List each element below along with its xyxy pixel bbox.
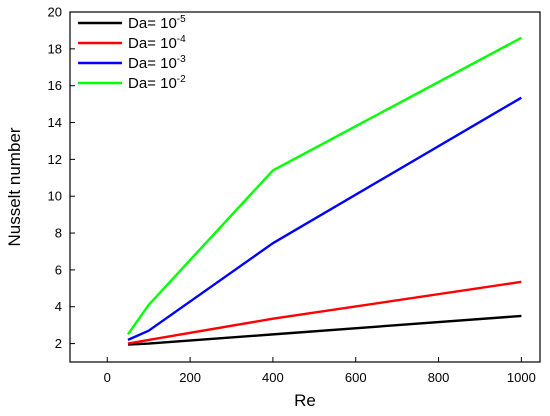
y-tick-label: 2	[55, 336, 62, 351]
series-line-2	[127, 280, 522, 345]
series-lines	[126, 36, 522, 346]
y-axis-title: Nusselt number	[5, 127, 24, 246]
legend-label-exponent: -2	[177, 74, 186, 85]
y-tick-label: 10	[48, 189, 62, 204]
legend-label-base: Da= 10	[128, 35, 177, 52]
series-line-1	[127, 314, 522, 346]
x-axis: 0 200 400 600 800 1000	[104, 357, 536, 385]
legend-label-exponent: -5	[177, 14, 186, 25]
series-line-3	[127, 96, 522, 341]
legend-label-exponent: -4	[177, 34, 186, 45]
y-tick-label: 20	[48, 5, 62, 20]
x-tick-label: 400	[262, 370, 284, 385]
legend-label-2: Da= 10-4	[128, 34, 186, 52]
legend-label-1: Da= 10-5	[128, 14, 186, 32]
x-tick-label: 200	[179, 370, 201, 385]
x-tick-label: 0	[104, 370, 111, 385]
legend: Da= 10-5Da= 10-4Da= 10-3Da= 10-2	[78, 14, 186, 92]
y-tick-label: 6	[55, 262, 62, 277]
y-tick-label: 4	[55, 299, 62, 314]
x-axis-title: Re	[294, 391, 316, 410]
legend-label-4: Da= 10-2	[128, 74, 186, 92]
y-tick-label: 12	[48, 152, 62, 167]
x-tick-label: 600	[345, 370, 367, 385]
legend-label-base: Da= 10	[128, 55, 177, 72]
y-tick-label: 8	[55, 226, 62, 241]
y-tick-label: 16	[48, 78, 62, 93]
legend-label-base: Da= 10	[128, 15, 177, 32]
legend-label-exponent: -3	[177, 54, 186, 65]
plot-frame	[69, 11, 541, 363]
series-line-4	[126, 36, 522, 336]
legend-label-base: Da= 10	[128, 75, 177, 92]
y-axis: 2 4 6 8 10 12 14 16 18 20	[48, 5, 75, 351]
x-tick-label: 800	[428, 370, 450, 385]
y-tick-label: 18	[48, 41, 62, 56]
x-tick-label: 1000	[507, 370, 536, 385]
legend-label-3: Da= 10-3	[128, 54, 186, 72]
y-tick-label: 14	[48, 115, 62, 130]
